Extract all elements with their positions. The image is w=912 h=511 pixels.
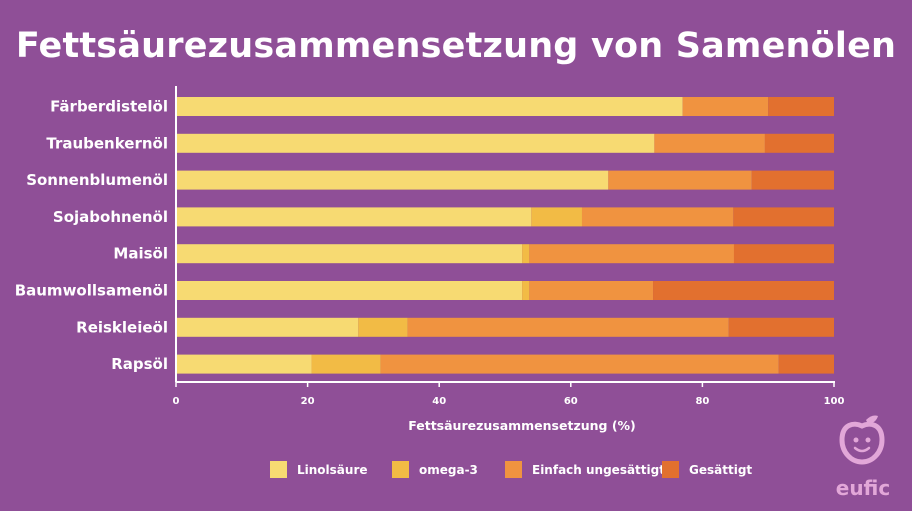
- legend-swatch: [270, 461, 287, 478]
- legend-label: Linolsäure: [297, 463, 368, 477]
- category-label: Reiskleieöl: [76, 318, 168, 336]
- chart-title: Fettsäurezusammensetzung von Samenölen: [15, 26, 897, 66]
- bar-segment: [522, 281, 530, 300]
- bar-segment: [768, 97, 834, 116]
- category-label: Sonnenblumenöl: [26, 171, 168, 189]
- x-axis: 0 20 40 60 80 100: [173, 86, 845, 407]
- legend-label: Gesättigt: [689, 463, 752, 477]
- x-tick-label: 20: [301, 396, 315, 407]
- bar-segment: [733, 207, 834, 227]
- bar-segment: [751, 170, 834, 190]
- x-tick-label: 60: [564, 396, 578, 407]
- category-label: Rapsöl: [111, 355, 168, 373]
- bar-segment: [176, 133, 655, 153]
- bar-segment: [176, 281, 523, 300]
- x-tick-label: 0: [173, 396, 180, 407]
- category-label: Baumwollsamenöl: [15, 282, 168, 300]
- x-tick-label: 100: [824, 396, 845, 407]
- legend-label: Einfach ungesättigt: [532, 463, 665, 477]
- bar-segment: [682, 97, 769, 116]
- legend-label: omega-3: [419, 463, 478, 477]
- legend-swatch: [662, 461, 679, 478]
- bar-segment: [764, 133, 834, 153]
- x-axis-label: Fettsäurezusammensetzung (%): [408, 418, 636, 433]
- bar-segment: [176, 207, 532, 227]
- bar-segment: [733, 244, 834, 264]
- x-tick-label: 80: [695, 396, 709, 407]
- category-label: Färberdistelöl: [50, 98, 168, 116]
- category-label: Traubenkernöl: [46, 134, 168, 152]
- bar-segment: [176, 170, 609, 190]
- eufic-apple-logo-icon: [839, 415, 885, 465]
- bar-segment: [531, 207, 582, 227]
- bar-segment: [522, 244, 530, 264]
- bar-segment: [529, 244, 734, 264]
- bar-segment: [529, 281, 654, 300]
- bar-segment: [778, 354, 834, 374]
- legend: Linolsäure omega-3 Einfach ungesättigt Gesä…: [270, 461, 752, 478]
- legend-swatch: [392, 461, 409, 478]
- bar-segment: [608, 170, 752, 190]
- x-tick-label: 40: [432, 396, 446, 407]
- bar-segment: [311, 354, 381, 374]
- bar-segment: [407, 317, 729, 337]
- bar-segment: [176, 244, 523, 264]
- legend-swatch: [505, 461, 522, 478]
- bar-segment: [728, 317, 834, 337]
- bar-segment: [380, 354, 779, 374]
- bar-segment: [176, 97, 683, 116]
- bar-segment: [581, 207, 734, 227]
- bar-segment: [653, 281, 834, 300]
- eufic-logo-text: eufic: [835, 476, 891, 500]
- bar-segment: [176, 354, 312, 374]
- bar-segment: [358, 317, 408, 337]
- bar-segment: [654, 133, 765, 153]
- category-label: Maisöl: [113, 245, 168, 263]
- bar-group: [176, 97, 834, 374]
- category-labels: Färberdistelöl Traubenkernöl Sonnenblumenö…: [15, 98, 168, 374]
- category-label: Sojabohnenöl: [53, 208, 168, 226]
- bar-segment: [176, 317, 359, 337]
